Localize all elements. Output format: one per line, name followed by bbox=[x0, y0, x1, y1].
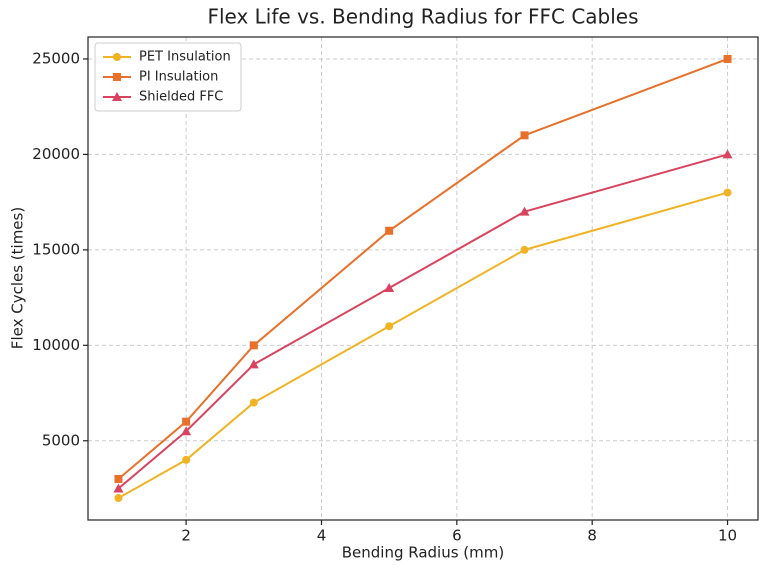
data-point bbox=[723, 188, 732, 197]
data-point bbox=[114, 474, 123, 483]
x-tick-label: 6 bbox=[452, 527, 462, 545]
data-point bbox=[113, 483, 124, 493]
data-point bbox=[249, 341, 258, 350]
y-tick-label: 5000 bbox=[42, 431, 80, 449]
data-point bbox=[520, 131, 529, 140]
plot-frame bbox=[87, 36, 759, 521]
x-tick-label: 8 bbox=[587, 527, 597, 545]
data-point bbox=[249, 398, 258, 407]
series-line bbox=[117, 191, 728, 499]
chart-title: Flex Life vs. Bending Radius for FFC Cab… bbox=[207, 5, 638, 29]
y-tick-label: 10000 bbox=[32, 336, 80, 354]
y-tick-label: 15000 bbox=[32, 240, 80, 258]
legend-label: PET Insulation bbox=[139, 50, 231, 65]
data-point bbox=[248, 359, 259, 369]
data-point bbox=[722, 149, 733, 159]
data-point bbox=[114, 494, 123, 503]
legend-marker bbox=[113, 53, 121, 61]
x-tick-label: 4 bbox=[317, 527, 327, 545]
data-point bbox=[182, 417, 191, 426]
data-point bbox=[384, 283, 395, 293]
x-tick-label: 2 bbox=[181, 527, 191, 545]
data-point bbox=[181, 426, 192, 436]
y-tick-label: 20000 bbox=[32, 145, 80, 163]
legend-marker bbox=[113, 73, 121, 81]
legend-box bbox=[94, 42, 242, 112]
data-point bbox=[182, 455, 191, 464]
legend-label: PI Insulation bbox=[139, 70, 218, 85]
legend-marker bbox=[112, 92, 122, 101]
y-axis-label: Flex Cycles (times) bbox=[9, 207, 27, 349]
data-point bbox=[520, 245, 529, 254]
x-tick-label: 10 bbox=[718, 527, 737, 545]
data-point bbox=[723, 54, 732, 63]
series-line bbox=[117, 153, 728, 490]
data-point bbox=[385, 226, 394, 235]
y-tick-label: 25000 bbox=[32, 49, 80, 67]
series-line bbox=[117, 58, 728, 480]
data-point bbox=[519, 206, 530, 216]
data-point bbox=[385, 322, 394, 331]
x-axis-label: Bending Radius (mm) bbox=[342, 544, 505, 562]
legend-label: Shielded FFC bbox=[139, 90, 223, 105]
